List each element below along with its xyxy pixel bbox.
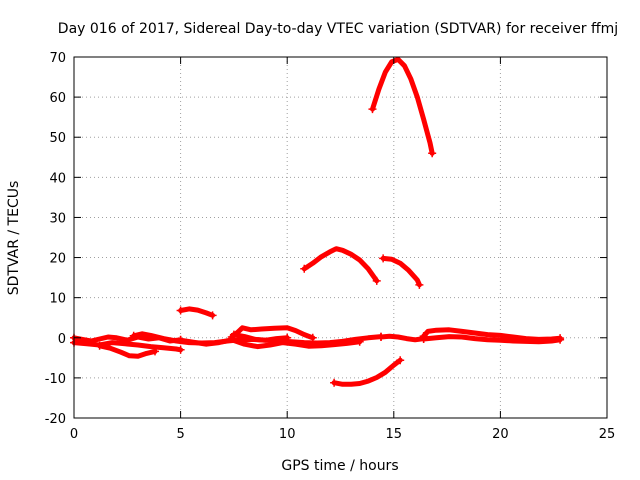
series-marker-8-0: [300, 264, 309, 273]
x-tick-label-2: 10: [279, 427, 296, 442]
series-marker-10-0: [368, 105, 377, 114]
series-segment-5: [229, 325, 316, 341]
series-marker-6-0: [229, 330, 238, 339]
plot-frame: [73, 56, 608, 419]
series-marker-11-1: [396, 356, 405, 365]
x-tick-label-3: 15: [386, 427, 403, 442]
data-series: [70, 56, 565, 387]
series-segment-7: [178, 306, 216, 318]
y-tick-label-3: 10: [49, 292, 66, 307]
series-segment-8: [301, 246, 380, 284]
y-tick-label-5: 30: [49, 211, 66, 226]
series-marker-10-1: [428, 149, 437, 158]
series-marker-12-0: [377, 332, 386, 341]
series-marker-14-0: [419, 334, 428, 343]
series-marker-5-1: [308, 333, 317, 342]
series-marker-6-1: [283, 333, 292, 342]
series-segment-10: [370, 56, 435, 156]
y-tick-label-9: 70: [49, 51, 66, 66]
series-segment-14: [421, 334, 563, 345]
x-tick-label-4: 20: [492, 427, 509, 442]
axis-ticks: 0 5 10 15 20 25 -20 -10 0 10 20 30 40 50 60 70: [45, 51, 616, 442]
y-tick-label-2: 0: [58, 332, 66, 347]
grid-lines: [74, 57, 607, 418]
y-tick-label-1: -10: [45, 372, 66, 387]
y-tick-label-4: 20: [49, 252, 66, 267]
x-tick-label-0: 0: [70, 427, 78, 442]
series-marker-14-1: [556, 335, 565, 344]
series-marker-8-1: [372, 276, 381, 285]
series-marker-4-1: [355, 337, 364, 346]
series-marker-7-1: [208, 311, 217, 320]
series-segment-1: [71, 340, 184, 353]
series-segment-12: [378, 333, 427, 343]
series-marker-9-1: [415, 280, 424, 289]
x-tick-label-5: 25: [599, 427, 616, 442]
y-tick-label-6: 40: [49, 171, 66, 186]
series-marker-2-0: [95, 341, 104, 350]
x-tick-label-1: 5: [176, 427, 184, 442]
y-tick-label-0: -20: [45, 412, 66, 427]
y-tick-label-8: 60: [49, 91, 66, 106]
series-marker-9-0: [379, 254, 388, 263]
series-segment-11: [331, 357, 403, 387]
chart-title: Day 016 of 2017, Sidereal Day-to-day VTE…: [58, 21, 618, 37]
series-segment-6: [231, 332, 290, 343]
series-marker-11-0: [330, 378, 339, 387]
series-marker-4-0: [176, 336, 185, 345]
x-axis-label: GPS time / hours: [281, 458, 398, 474]
series-marker-2-1: [151, 347, 160, 356]
series-marker-1-1: [176, 345, 185, 354]
series-marker-3-0: [129, 331, 138, 340]
series-segment-9: [380, 255, 422, 288]
series-segment-4: [178, 337, 363, 350]
series-marker-7-0: [176, 306, 185, 315]
y-tick-label-7: 50: [49, 131, 66, 146]
series-segment-2: [97, 343, 158, 359]
y-axis-label: SDTVAR / TECUs: [6, 181, 22, 296]
